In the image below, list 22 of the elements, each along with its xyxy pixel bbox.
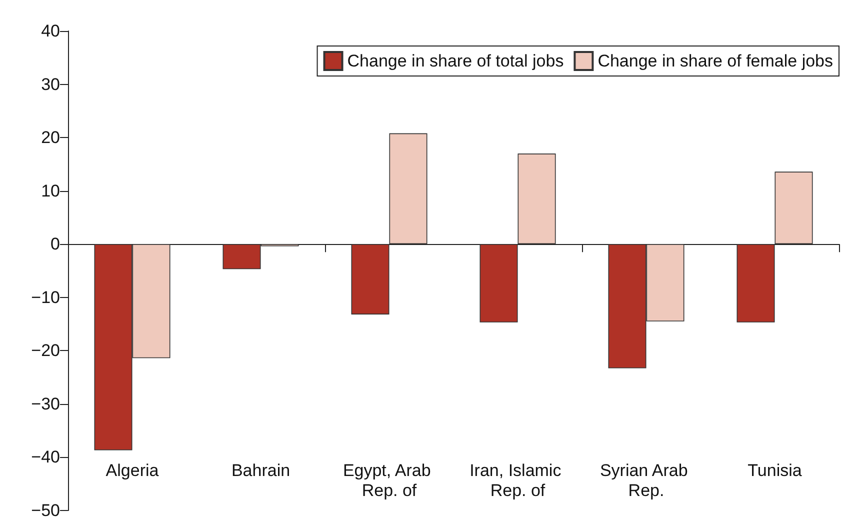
bar [774, 172, 813, 244]
y-tick-label: −10 [31, 288, 60, 307]
legend-label: Change in share of total jobs [347, 52, 564, 70]
y-tick-label: 30 [41, 74, 60, 94]
x-tick-label: Syrian Arab Rep. [600, 461, 693, 500]
legend-label: Change in share of female jobs [598, 52, 833, 70]
y-tick-label: −30 [31, 394, 60, 414]
bar [389, 133, 428, 244]
x-tick-label: Bahrain [231, 461, 290, 480]
x-tick-label: Algeria [106, 461, 160, 480]
x-tick-label: Iran, Islamic Rep. of [470, 461, 566, 500]
y-tick-label: 10 [41, 181, 60, 200]
y-tick-label: −50 [31, 501, 60, 520]
bar [351, 244, 390, 314]
y-tick-label: 40 [41, 22, 60, 40]
x-tick-label: Egypt, Arab Rep. of [342, 461, 436, 500]
y-tick-label: −40 [31, 448, 60, 467]
y-tick-label: −20 [31, 341, 60, 360]
bar [736, 244, 775, 322]
y-tick-label: 20 [41, 128, 60, 148]
y-tick-label: 0 [50, 234, 60, 254]
x-tick-label: Tunisia [748, 461, 802, 480]
